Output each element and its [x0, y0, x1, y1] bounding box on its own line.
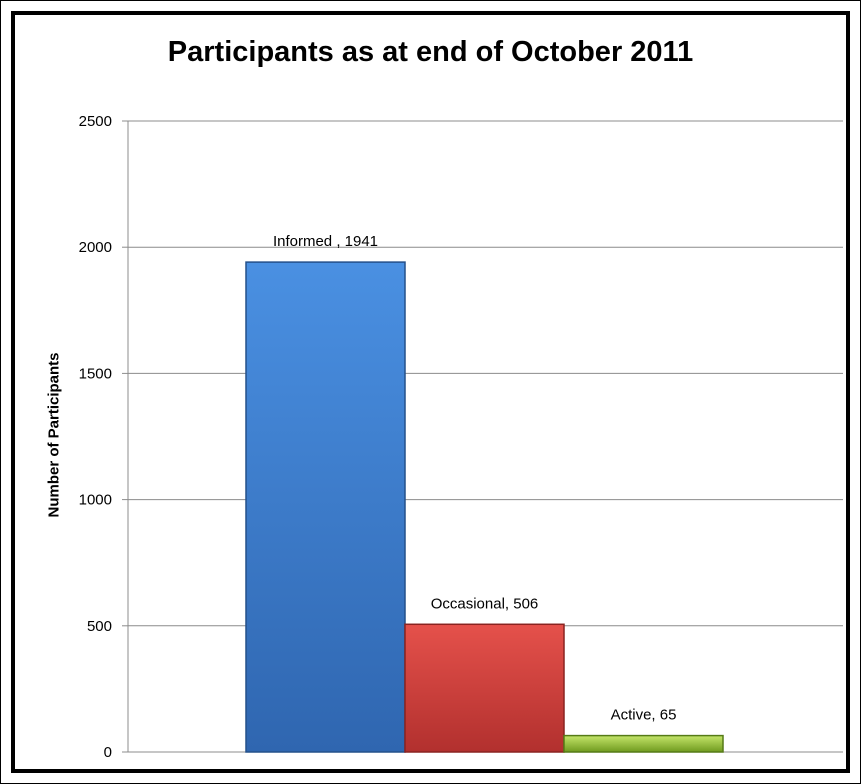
bar-occasional [404, 623, 565, 753]
chart-title: Participants as at end of October 2011 [167, 36, 694, 68]
y-tick-label: 1500 [79, 365, 112, 382]
bars [245, 261, 724, 753]
bar-informed [245, 261, 406, 753]
y-tick-label: 2500 [79, 113, 112, 130]
bar-active [563, 734, 724, 753]
y-axis-ticks: 0 500 1000 1500 2000 2500 [79, 113, 128, 761]
y-tick-label: 0 [104, 744, 112, 761]
gridlines [128, 120, 843, 627]
data-label-occasional: Occasional, 506 [431, 595, 539, 612]
y-tick-label: 1000 [79, 492, 112, 509]
data-label-active: Active, 65 [611, 707, 677, 724]
y-tick-label: 2000 [79, 239, 112, 256]
y-tick-label: 500 [87, 618, 112, 635]
data-labels: Informed , 1941 Occasional, 506 Active, 65 [273, 233, 676, 724]
data-label-informed: Informed , 1941 [273, 233, 378, 250]
